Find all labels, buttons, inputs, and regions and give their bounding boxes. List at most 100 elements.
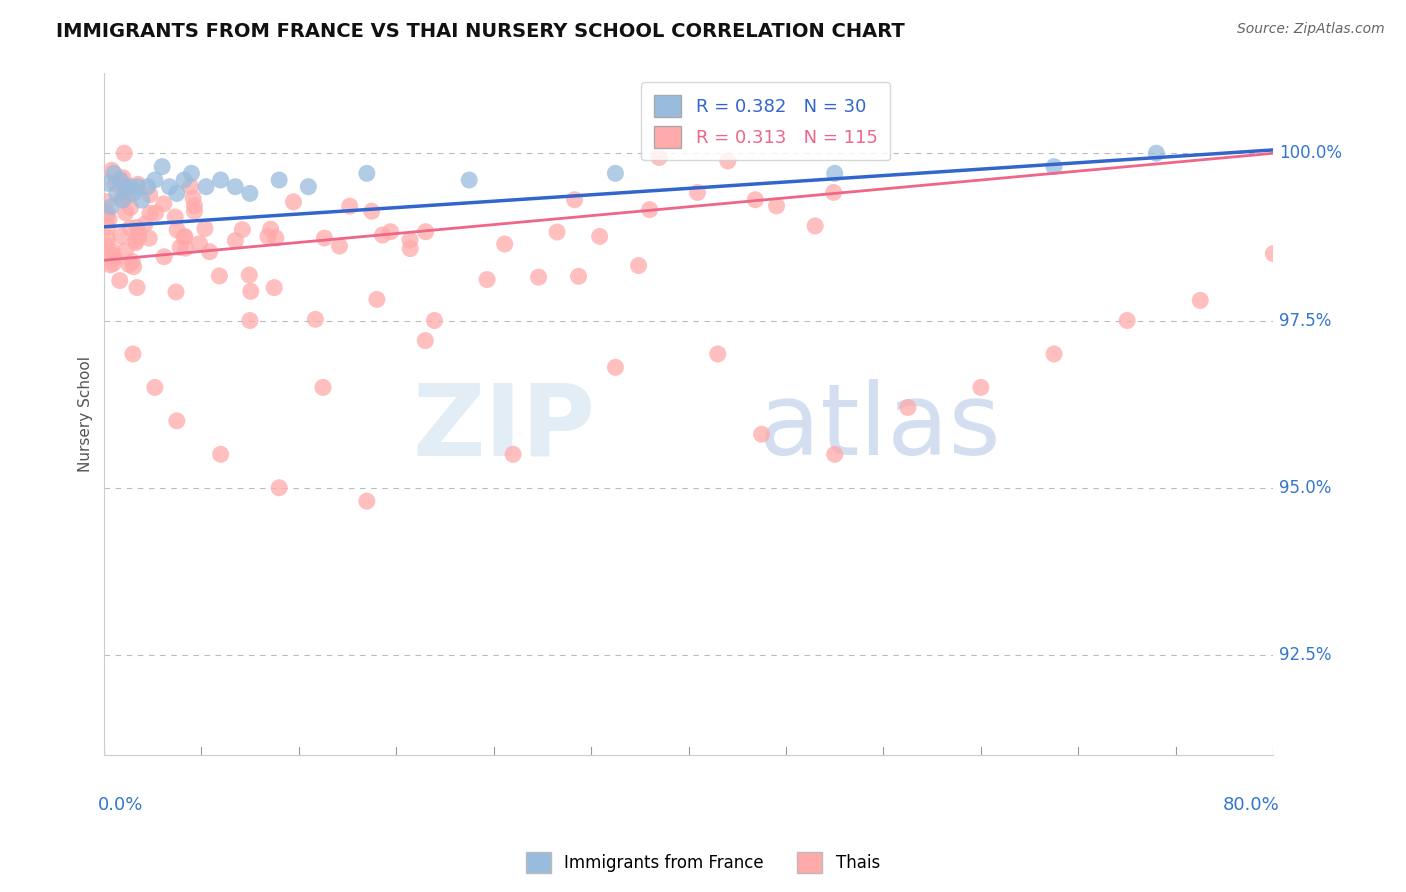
Point bbox=[118, 258, 141, 272]
Point bbox=[121, 254, 143, 268]
Point bbox=[97, 220, 120, 235]
Point bbox=[423, 313, 446, 327]
Point bbox=[125, 235, 148, 250]
Point bbox=[415, 225, 437, 239]
Point bbox=[356, 494, 378, 508]
Text: Source: ZipAtlas.com: Source: ZipAtlas.com bbox=[1237, 22, 1385, 37]
Point bbox=[111, 191, 134, 205]
Point bbox=[627, 259, 650, 273]
Point bbox=[145, 206, 167, 220]
Point bbox=[108, 274, 131, 288]
Point bbox=[897, 401, 920, 415]
Point bbox=[114, 205, 136, 219]
Point bbox=[339, 199, 361, 213]
Point bbox=[125, 220, 148, 235]
Text: 100.0%: 100.0% bbox=[1279, 145, 1343, 162]
Point bbox=[380, 225, 402, 239]
Point bbox=[1263, 246, 1285, 260]
Point bbox=[159, 179, 181, 194]
Point bbox=[174, 229, 197, 244]
Text: 80.0%: 80.0% bbox=[1222, 797, 1279, 814]
Point bbox=[283, 194, 305, 209]
Point bbox=[823, 186, 845, 200]
Point bbox=[194, 221, 217, 235]
Point bbox=[98, 212, 121, 227]
Point bbox=[115, 190, 138, 204]
Point bbox=[195, 179, 218, 194]
Point bbox=[174, 241, 197, 255]
Point bbox=[98, 258, 121, 272]
Point bbox=[136, 179, 159, 194]
Point bbox=[314, 231, 336, 245]
Text: 95.0%: 95.0% bbox=[1279, 479, 1331, 497]
Point bbox=[105, 186, 128, 201]
Point bbox=[239, 186, 262, 201]
Point bbox=[125, 280, 148, 294]
Point bbox=[263, 280, 285, 294]
Point bbox=[127, 226, 149, 240]
Point bbox=[150, 160, 173, 174]
Point bbox=[304, 312, 326, 326]
Point bbox=[153, 250, 176, 264]
Point bbox=[1116, 313, 1139, 327]
Point bbox=[638, 202, 661, 217]
Point bbox=[120, 221, 142, 235]
Point bbox=[188, 236, 211, 251]
Point bbox=[605, 360, 627, 375]
Point bbox=[224, 179, 246, 194]
Point bbox=[706, 347, 728, 361]
Point bbox=[239, 285, 262, 299]
Point bbox=[475, 272, 498, 286]
Point bbox=[1144, 146, 1167, 161]
Point bbox=[765, 199, 787, 213]
Point bbox=[118, 179, 141, 194]
Point bbox=[239, 313, 262, 327]
Point bbox=[111, 193, 134, 207]
Text: atlas: atlas bbox=[759, 379, 1000, 476]
Point bbox=[588, 229, 610, 244]
Point bbox=[111, 170, 134, 185]
Point bbox=[527, 270, 550, 285]
Legend: Immigrants from France, Thais: Immigrants from France, Thais bbox=[519, 846, 887, 880]
Point bbox=[231, 222, 253, 236]
Point bbox=[114, 179, 136, 194]
Point bbox=[112, 146, 135, 161]
Legend: R = 0.382   N = 30, R = 0.313   N = 115: R = 0.382 N = 30, R = 0.313 N = 115 bbox=[641, 82, 890, 161]
Point bbox=[166, 414, 188, 428]
Point bbox=[209, 447, 232, 461]
Point bbox=[269, 481, 291, 495]
Point bbox=[717, 153, 740, 168]
Point bbox=[96, 238, 118, 252]
Point bbox=[103, 166, 125, 180]
Point bbox=[138, 231, 160, 245]
Point bbox=[128, 229, 150, 244]
Point bbox=[104, 177, 127, 191]
Point bbox=[209, 173, 232, 187]
Point bbox=[238, 268, 260, 282]
Text: 92.5%: 92.5% bbox=[1279, 646, 1331, 664]
Point bbox=[399, 242, 422, 256]
Point bbox=[257, 229, 280, 244]
Point bbox=[110, 229, 132, 244]
Point bbox=[96, 208, 118, 222]
Point bbox=[127, 178, 149, 192]
Point bbox=[165, 210, 187, 224]
Point bbox=[112, 186, 135, 201]
Point bbox=[686, 186, 709, 200]
Point bbox=[101, 163, 124, 178]
Point bbox=[366, 293, 388, 307]
Point bbox=[328, 239, 350, 253]
Point bbox=[152, 196, 174, 211]
Point bbox=[605, 166, 627, 180]
Point bbox=[108, 173, 131, 187]
Point bbox=[356, 166, 378, 180]
Point bbox=[804, 219, 827, 233]
Point bbox=[103, 251, 125, 265]
Point bbox=[312, 380, 335, 394]
Point bbox=[181, 191, 204, 205]
Point bbox=[179, 179, 201, 194]
Point bbox=[125, 234, 148, 248]
Point bbox=[360, 204, 382, 219]
Point bbox=[131, 193, 153, 207]
Point bbox=[166, 186, 188, 201]
